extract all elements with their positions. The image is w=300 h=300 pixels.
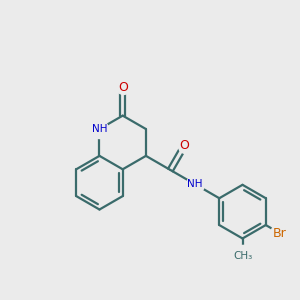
Text: O: O — [180, 139, 189, 152]
Text: NH: NH — [187, 179, 202, 189]
Text: O: O — [118, 81, 128, 94]
Text: NH: NH — [92, 124, 107, 134]
Text: Br: Br — [273, 227, 287, 240]
Text: CH₃: CH₃ — [233, 251, 252, 261]
